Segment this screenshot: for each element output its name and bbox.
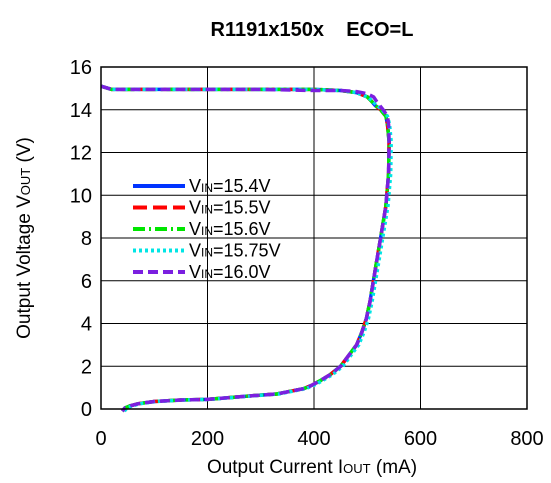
y-tick-label: 4 [81,314,92,336]
y-tick-label: 8 [81,228,92,250]
chart-title: R1191x150x ECO=L [211,19,414,41]
y-axis-label-unit: (V) [14,137,35,168]
y-tick-label: 6 [81,271,92,293]
x-tick-label: 400 [297,428,330,450]
y-tick-label: 14 [70,100,92,122]
series-layer [100,84,393,413]
x-axis-label-unit: (mA) [371,457,417,478]
y-tick-label: 10 [70,185,92,207]
legend-entry: VIN=15.5V [189,198,271,218]
series-line-3 [100,84,391,413]
grid [100,66,528,410]
y-tick-label: 16 [70,57,92,79]
y-axis-label: Output Voltage VOUT (V) [14,137,35,339]
y-tick-label: 12 [70,143,92,165]
legend-entry: VIN=15.75V [189,241,281,261]
legend: VIN=15.4VVIN=15.5VVIN=15.6VVIN=15.75VVIN… [133,176,281,282]
legend-entry: VIN=15.4V [189,176,271,196]
y-tick-label: 2 [81,356,92,378]
x-tick-label: 0 [95,428,106,450]
y-axis-label-subscript: OUT [18,168,33,196]
y-tick-labels: 0 2 4 6 8 10 12 14 16 [70,57,92,421]
x-tick-label: 600 [404,428,437,450]
x-tick-labels: 0 200 400 600 800 [95,428,543,450]
legend-entry: VIN=15.6V [189,219,271,239]
series-line-5 [100,84,391,413]
x-tick-label: 200 [191,428,224,450]
plot-frame [100,66,528,410]
x-tick-label: 800 [510,428,543,450]
x-axis-label-subscript: OUT [343,461,371,476]
y-tick-label: 0 [81,399,92,421]
y-axis-label-text: Output Voltage V [14,195,35,339]
legend-entry: VIN=16.0V [189,262,271,282]
x-axis-label: Output Current IOUT (mA) [207,457,417,478]
x-axis-label-text: Output Current I [207,457,343,478]
